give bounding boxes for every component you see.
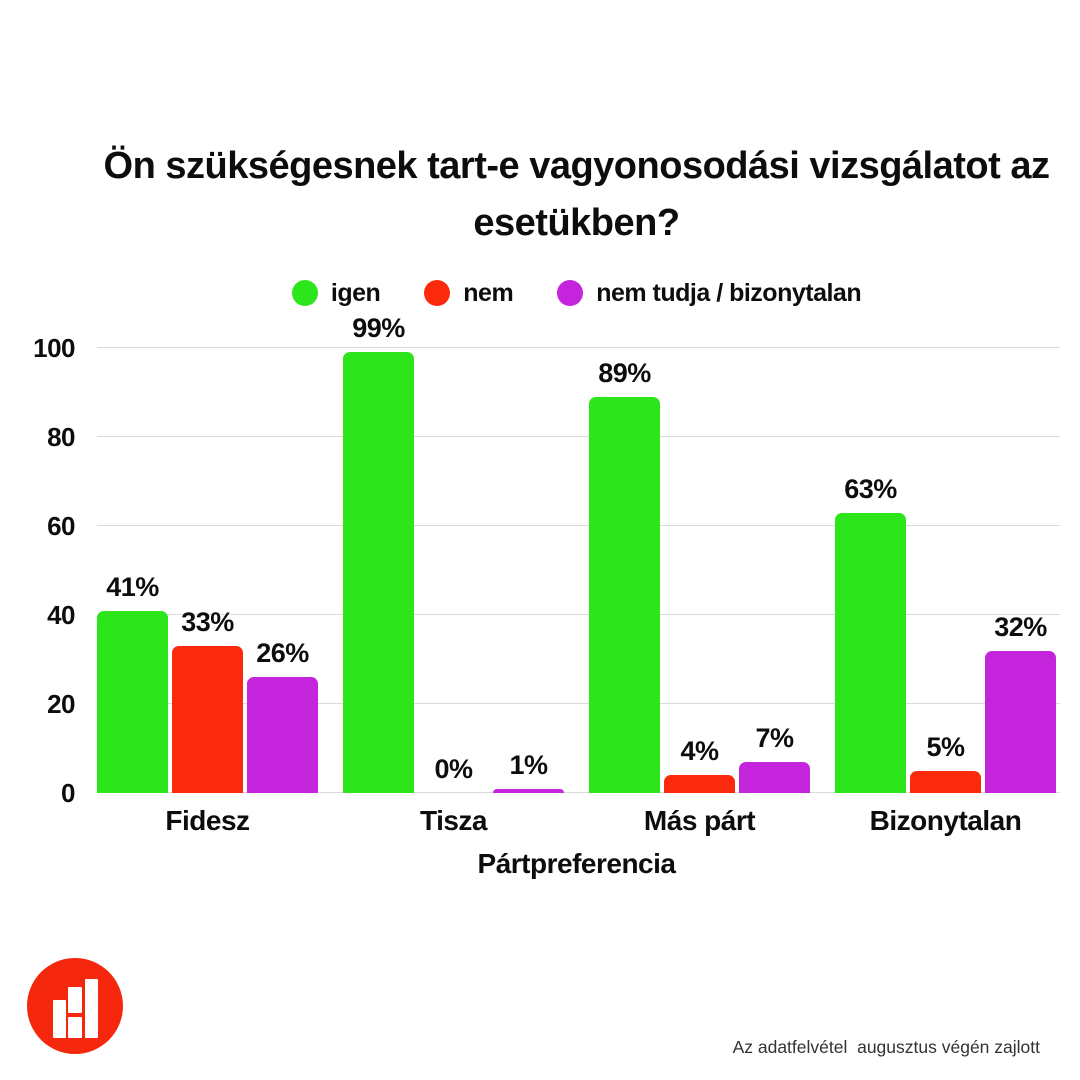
bar-igen-fidesz	[97, 610, 168, 793]
bar-wrap: 4%	[664, 348, 735, 793]
legend: igen nem nem tudja / bizonytalan	[97, 276, 1056, 310]
legend-label-nem: nem	[463, 278, 514, 307]
bar-nem-fidesz	[172, 646, 243, 793]
y-tick-label-60: 60	[47, 511, 75, 541]
data-collection-note: Az adatfelvétel augusztus végén zajlott	[732, 1037, 1040, 1057]
bar-nem-tisza	[493, 788, 564, 793]
legend-label-bizonytalan: nem tudja / bizonytalan	[596, 278, 862, 307]
value-label: 89%	[598, 357, 651, 388]
y-tick-label-20: 20	[47, 689, 75, 719]
gridline-80	[97, 436, 1060, 437]
legend-dot-igen	[291, 280, 318, 306]
bar-wrap: 0%	[418, 348, 489, 793]
bar-wrap: 41%	[97, 348, 168, 793]
logo-bar-tall	[85, 979, 98, 1038]
bar-igen-bizonytalan	[835, 512, 906, 793]
x-axis-title: Pártpreferencia	[477, 848, 676, 879]
category-label-tisza: Tisza	[419, 805, 488, 836]
legend-dot-bizonytalan	[557, 280, 584, 306]
legend-label-igen: igen	[330, 278, 381, 307]
bar-nem-fidesz	[247, 677, 318, 793]
value-label: 7%	[755, 722, 794, 753]
bar-nem-más-párt	[664, 775, 735, 793]
bar-wrap: 33%	[172, 348, 243, 793]
bar-group-más-párt: 89% 4% 7% Más párt	[589, 348, 810, 836]
bar-wrap: 26%	[247, 348, 318, 793]
bar-wrap: 1%	[493, 348, 564, 793]
bar-wrap: 63%	[835, 348, 906, 793]
logo-bar-short	[53, 1000, 66, 1038]
bar-groups: 41% 33% 26% Fidesz 99% 0% 1% Tisza 89% 4% 7% Más pá…	[97, 313, 1056, 836]
value-label: 0%	[434, 754, 473, 784]
gridline-0	[97, 792, 1060, 793]
y-tick-label-100: 100	[33, 333, 75, 363]
bar-wrap: 5%	[910, 348, 981, 793]
value-label: 32%	[994, 611, 1047, 642]
y-tick-label-0: 0	[61, 778, 75, 808]
category-label-más-párt: Más párt	[643, 805, 756, 836]
bar-wrap: 89%	[589, 348, 660, 793]
bar-igen-más-párt	[589, 396, 660, 793]
publisher-logo	[27, 958, 123, 1054]
bar-nem-bizonytalan	[985, 650, 1056, 793]
bar-wrap: 32%	[985, 348, 1056, 793]
value-label: 1%	[509, 749, 548, 780]
value-label: 33%	[181, 607, 234, 638]
legend-dot-nem	[424, 280, 451, 306]
y-tick-label-80: 80	[47, 422, 75, 452]
gridline-60	[97, 525, 1060, 526]
gridline-20	[97, 703, 1060, 704]
plot-area: 0 20 40 60 80 100 41% 33% 26% Fidesz 99% 0% 1% Tisza 8…	[33, 313, 1060, 836]
logo-bar-split-top	[68, 987, 82, 1013]
legend-item-nem: nem	[424, 278, 514, 308]
bar-igen-tisza	[343, 352, 414, 793]
bar-group-fidesz: 41% 33% 26% Fidesz	[97, 348, 318, 836]
bar-nem-bizonytalan	[910, 770, 981, 793]
logo-bar-split-bottom	[68, 1017, 82, 1038]
bar-wrap: 7%	[739, 348, 810, 793]
bar-wrap: 99%	[343, 313, 414, 793]
value-label: 5%	[926, 731, 965, 762]
value-label: 63%	[844, 473, 897, 504]
value-label: 4%	[680, 736, 719, 767]
value-label: 26%	[256, 638, 309, 669]
legend-item-bizonytalan: nem tudja / bizonytalan	[557, 278, 862, 308]
value-label: 41%	[106, 571, 159, 602]
category-label-bizonytalan: Bizonytalan	[869, 805, 1022, 836]
category-label-fidesz: Fidesz	[165, 805, 250, 836]
value-label: 99%	[352, 313, 405, 344]
chart-title: Ön szükségesnek tart-e vagyonosodási viz…	[103, 145, 1050, 244]
bar-group-bizonytalan: 63% 5% 32% Bizonytalan	[835, 348, 1056, 836]
bar-group-tisza: 99% 0% 1% Tisza	[343, 313, 564, 836]
bar-nem-más-párt	[739, 761, 810, 793]
gridline-100	[97, 347, 1060, 348]
gridline-40	[97, 614, 1060, 615]
y-tick-label-40: 40	[47, 600, 75, 630]
legend-item-igen: igen	[291, 278, 381, 308]
